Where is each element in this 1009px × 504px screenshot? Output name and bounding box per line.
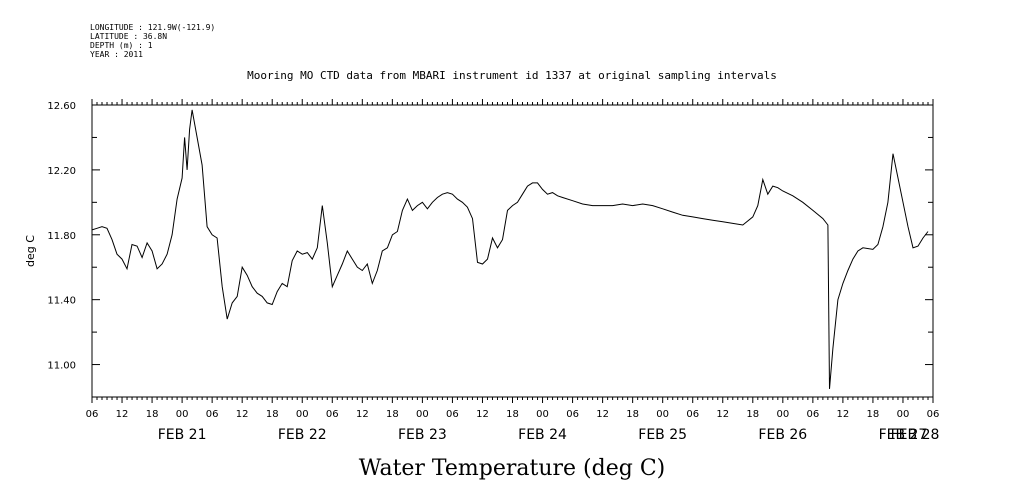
- x-hour-label: 12: [837, 409, 850, 420]
- y-axis: 11.00 11.40 11.80 12.20 12.60: [47, 101, 933, 398]
- y-tick-label: 12.20: [47, 166, 76, 177]
- series-line: [91, 109, 929, 389]
- x-axis-label: Water Temperature (deg C): [359, 456, 666, 481]
- mooring-metadata: LONGITUDE : 121.9W(-121.9) LATITUDE : 36…: [90, 23, 215, 59]
- x-hour-label: 12: [476, 409, 489, 420]
- x-hour-label: 06: [566, 409, 579, 420]
- y-tick-label: 11.80: [47, 231, 76, 242]
- meta-longitude: LONGITUDE : 121.9W(-121.9): [90, 23, 215, 32]
- x-hour-label: 00: [416, 409, 429, 420]
- y-tick-label: 11.40: [47, 296, 76, 307]
- x-hour-label: 18: [146, 409, 159, 420]
- x-day-label: FEB 27: [879, 427, 928, 443]
- x-hour-label: 06: [806, 409, 819, 420]
- x-hour-label: 06: [206, 409, 219, 420]
- x-day-label: FEB 28: [891, 427, 940, 443]
- meta-depth: DEPTH (m) : 1: [90, 41, 153, 50]
- meta-year: YEAR : 2011: [90, 50, 143, 59]
- x-hour-label: 00: [536, 409, 549, 420]
- x-hour-label: 06: [326, 409, 339, 420]
- y-axis-label: deg C: [24, 235, 37, 267]
- x-hour-label: 18: [626, 409, 639, 420]
- x-hour-label: 18: [867, 409, 880, 420]
- x-axis: 06 12 18 00 06 12 18 00 06 12 18 00 06 12 18 00 06 12 18 00…: [86, 99, 940, 443]
- x-hour-label: 06: [686, 409, 699, 420]
- x-hour-label: 12: [716, 409, 729, 420]
- x-hour-label: 12: [356, 409, 369, 420]
- x-hour-label: 06: [446, 409, 459, 420]
- x-hour-label: 00: [776, 409, 789, 420]
- x-hour-label: 00: [176, 409, 189, 420]
- x-day-label: FEB 21: [158, 427, 207, 443]
- x-day-label: FEB 26: [758, 427, 807, 443]
- x-day-label: FEB 24: [518, 427, 567, 443]
- x-day-label: FEB 22: [278, 427, 327, 443]
- y-tick-label: 11.00: [47, 361, 76, 372]
- series-water-temperature: [91, 109, 929, 389]
- y-tick-label: 12.60: [47, 101, 76, 112]
- x-hour-label: 06: [86, 409, 99, 420]
- x-hour-label: 18: [506, 409, 519, 420]
- x-hour-label: 12: [596, 409, 609, 420]
- x-day-label: FEB 25: [638, 427, 687, 443]
- meta-latitude: LATITUDE : 36.8N: [90, 32, 167, 41]
- chart-title: Mooring MO CTD data from MBARI instrumen…: [247, 69, 777, 82]
- x-hour-label: 18: [386, 409, 399, 420]
- x-hour-label: 12: [236, 409, 249, 420]
- x-hour-label: 18: [746, 409, 759, 420]
- x-hour-label: 00: [656, 409, 669, 420]
- x-hour-label: 06: [927, 409, 940, 420]
- x-hour-label: 00: [897, 409, 910, 420]
- x-hour-label: 12: [116, 409, 129, 420]
- x-hour-label: 00: [296, 409, 309, 420]
- x-day-label: FEB 23: [398, 427, 447, 443]
- x-hour-label: 18: [266, 409, 279, 420]
